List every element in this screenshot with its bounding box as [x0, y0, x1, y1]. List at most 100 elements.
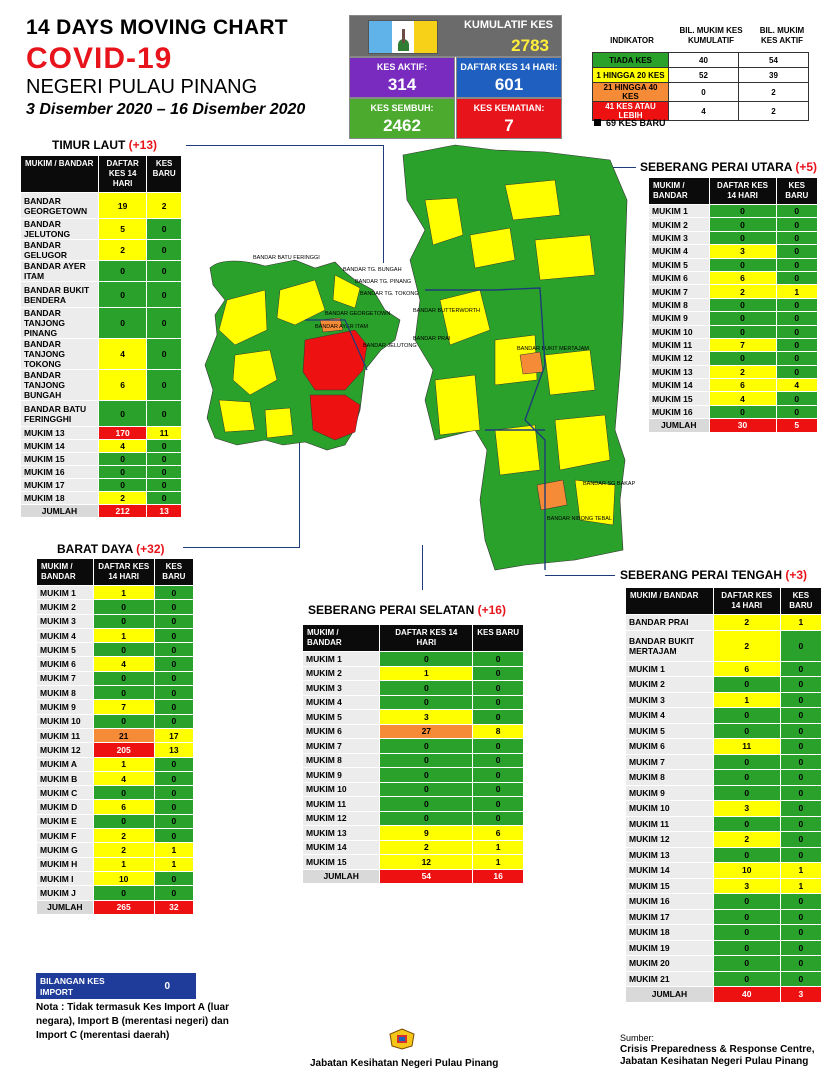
- row-name: MUKIM 12: [36, 742, 94, 758]
- import-label: BILANGAN KES IMPORT: [40, 976, 105, 997]
- row-name: MUKIM 9: [648, 311, 710, 326]
- total-daftar: 54: [379, 868, 474, 884]
- island-region-yellow: [332, 274, 361, 309]
- penang-flag-icon: [368, 20, 438, 54]
- row-baru: 0: [153, 642, 195, 658]
- state-name: NEGERI PULAU PINANG: [26, 76, 258, 98]
- row-name: MUKIM 11: [301, 796, 381, 812]
- row-daftar: 6: [712, 660, 781, 677]
- row-baru: 0: [472, 767, 524, 783]
- row-baru: 0: [775, 297, 819, 313]
- table-row: MUKIM 14 4 0: [20, 439, 182, 453]
- row-baru: 1: [153, 842, 195, 858]
- row-baru: 0: [775, 203, 819, 219]
- table-barat-daya: MUKIM / BANDAR DAFTAR KES 14 HARI KES BARU…: [36, 558, 195, 915]
- island-region-yellow: [232, 349, 278, 396]
- row-baru: 1: [779, 877, 823, 894]
- table-header-row: MUKIM / BANDAR DAFTAR KES 14 HARI KES BARU: [625, 587, 823, 615]
- row-name: MUKIM 3: [648, 230, 710, 246]
- chart-title-covid: COVID-19: [26, 42, 173, 75]
- source-line-1: Crisis Preparedness & Response Centre,: [620, 1044, 815, 1055]
- indicator-header-aktif: BIL. MUKIM KES AKTIF: [759, 26, 805, 45]
- row-baru: 0: [779, 815, 823, 832]
- row-daftar: 0: [708, 217, 777, 232]
- row-baru: 0: [779, 753, 823, 770]
- row-name: MUKIM 5: [625, 722, 714, 739]
- total-label: JUMLAH: [625, 986, 714, 1003]
- th-daftar: DAFTAR KES 14 HARI: [712, 587, 781, 615]
- mainland-region-yellow: [574, 479, 616, 526]
- row-daftar: 2: [92, 828, 155, 844]
- row-baru: 0: [779, 924, 823, 941]
- row-name: MUKIM 8: [301, 752, 381, 768]
- row-baru: 6: [472, 825, 524, 841]
- row-daftar: 0: [379, 680, 474, 696]
- row-name: MUKIM 10: [301, 781, 381, 797]
- row-daftar: 7: [708, 337, 777, 353]
- row-daftar: 0: [712, 769, 781, 786]
- row-name: MUKIM 6: [648, 270, 710, 286]
- table-row: MUKIM 14 2 1: [301, 839, 524, 855]
- row-name: MUKIM 18: [625, 924, 714, 941]
- row-daftar: 0: [92, 885, 155, 901]
- row-daftar: 0: [379, 796, 474, 812]
- table-row: BANDAR TANJONG BUNGAH 6 0: [20, 369, 182, 401]
- th-mukim: MUKIM / BANDAR: [36, 558, 94, 586]
- row-name: MUKIM 9: [36, 699, 94, 715]
- row-daftar: 0: [712, 893, 781, 910]
- row-baru: 0: [146, 478, 182, 492]
- row-baru: 0: [472, 738, 524, 754]
- mainland-region-orange: [519, 351, 544, 375]
- indicator-aktif: 54: [738, 52, 809, 68]
- table-row: MUKIM 18 2 0: [20, 491, 182, 505]
- row-baru: 0: [153, 756, 195, 772]
- row-name: MUKIM 19: [625, 939, 714, 956]
- table-header-row: MUKIM / BANDAR DAFTAR KES 14 HARI KES BARU: [20, 155, 182, 193]
- table-row: MUKIM 15 3 1: [625, 877, 823, 894]
- row-baru: 0: [779, 691, 823, 708]
- row-daftar: 4: [92, 656, 155, 672]
- row-name: MUKIM 11: [625, 815, 714, 832]
- map-label: BANDAR BATU FERINGGI: [253, 255, 320, 261]
- row-baru: 0: [779, 676, 823, 693]
- table-row: MUKIM 10 3 0: [625, 800, 823, 817]
- row-name: MUKIM 1: [301, 651, 381, 667]
- table-row: MUKIM 16 0 0: [625, 893, 823, 910]
- th-baru: KES BARU: [153, 558, 195, 586]
- row-baru: 0: [779, 769, 823, 786]
- row-name: MUKIM 2: [36, 599, 94, 615]
- row-daftar: 5: [97, 218, 148, 240]
- row-daftar: 19: [97, 192, 148, 219]
- island-region-red: [302, 329, 368, 391]
- mainland-region-yellow: [424, 197, 464, 246]
- row-baru: 0: [775, 404, 819, 420]
- row-daftar: 0: [379, 738, 474, 754]
- row-daftar: 1: [92, 584, 155, 601]
- row-name: MUKIM D: [36, 799, 94, 815]
- row-name: MUKIM 17: [20, 478, 99, 492]
- table-header-row: MUKIM / BANDAR DAFTAR KES 14 HARI KES BARU: [301, 624, 524, 652]
- row-baru: 0: [775, 244, 819, 259]
- row-daftar: 2: [708, 364, 777, 380]
- map-label: BANDAR TG. BUNGAH: [343, 267, 402, 273]
- kes-kematian-value: 7: [504, 116, 514, 135]
- th-mukim: MUKIM / BANDAR: [301, 624, 381, 652]
- row-baru: 0: [779, 629, 823, 662]
- row-name: MUKIM 2: [301, 665, 381, 681]
- row-daftar: 0: [712, 955, 781, 972]
- row-daftar: 0: [712, 707, 781, 724]
- row-baru: 0: [472, 680, 524, 696]
- row-daftar: 2: [97, 491, 148, 505]
- row-name: MUKIM C: [36, 785, 94, 801]
- row-baru: 0: [146, 218, 182, 240]
- table-row: MUKIM 11 0 0: [301, 796, 524, 812]
